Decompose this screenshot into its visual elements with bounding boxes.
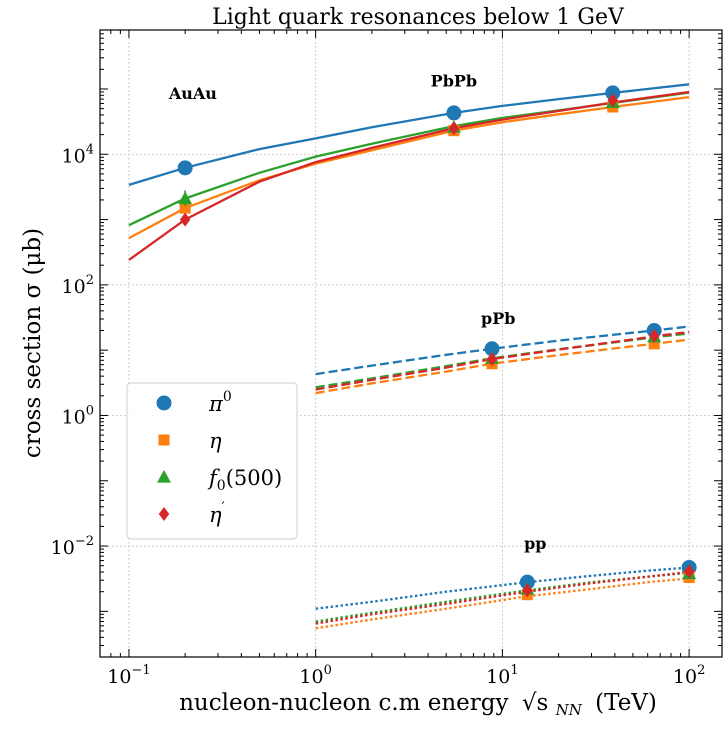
x-axis-label-unit: (TeV): [595, 690, 657, 716]
data-point-series-1: [179, 202, 191, 214]
data-point-series-3: [607, 93, 619, 108]
data-point-series-2: [178, 191, 193, 205]
y-tick-label-exp: −2: [75, 534, 94, 549]
legend-label-0: π0: [208, 389, 232, 416]
legend-label-tail: (500): [226, 466, 282, 490]
legend-label-2: f0(500): [207, 466, 282, 494]
curve-series-0-dashed: [315, 325, 690, 376]
grid: [100, 30, 722, 657]
x-tick-label-exp: 0: [324, 663, 332, 678]
data-point-series-3: [522, 583, 533, 598]
legend-label-3: η′: [209, 500, 225, 527]
x-tick-label-base: 10: [299, 666, 323, 688]
curve-series-3-solid: [128, 90, 690, 261]
y-tick-label: 10−2: [51, 534, 94, 559]
legend-marker-1: [158, 434, 170, 446]
data-point-series-0: [446, 105, 462, 121]
series-markers: [177, 85, 697, 601]
x-tick-label: 101: [486, 663, 518, 688]
x-tick-label-base: 10: [107, 666, 131, 688]
y-tick-label-exp: 0: [86, 403, 94, 418]
group-annotations: AuAu PbPb pPb pp: [168, 71, 547, 553]
legend-label-base: η: [209, 503, 222, 527]
legend-box: [126, 382, 298, 540]
y-tick-label-exp: 2: [86, 273, 94, 288]
data-point-series-0: [484, 341, 500, 357]
y-tick-label: 102: [62, 273, 94, 298]
legend-label-base: π: [208, 392, 224, 416]
curve-series-0-solid: [128, 83, 690, 187]
x-axis-label: nucleon-nucleon c.m energy √s NN (TeV): [179, 690, 657, 721]
data-point-series-0: [177, 160, 193, 176]
chart-title: Light quark resonances below 1 GeV: [212, 5, 625, 30]
y-tick-label: 100: [62, 403, 94, 428]
x-axis-label-sub: NN: [555, 701, 583, 719]
legend-marker-0: [156, 395, 172, 411]
x-tick-label-exp: −1: [131, 663, 150, 678]
y-axis-label: cross section σ (μb): [20, 228, 46, 458]
data-point-series-3: [486, 352, 498, 367]
y-tick-label-base: 10: [62, 145, 86, 167]
curve-series-3-dotted: [315, 570, 690, 625]
legend-marker-3: [158, 507, 170, 521]
data-point-series-3: [683, 564, 695, 579]
data-point-series-0: [605, 85, 621, 101]
x-tick-label-exp: 2: [697, 663, 705, 678]
x-axis-label-symbol: √s: [522, 690, 548, 716]
x-tick-label: 102: [673, 663, 705, 688]
legend-label-sub: 0: [217, 478, 226, 494]
legend-label-base: η: [209, 429, 222, 453]
x-axis-label-text: nucleon-nucleon c.m energy: [179, 690, 508, 716]
legend-label-base: f: [207, 466, 220, 490]
y-tick-label-base: 10: [62, 406, 86, 428]
series-curves: [128, 83, 690, 630]
data-point-series-1: [648, 338, 660, 350]
y-tick-label-base: 10: [62, 276, 86, 298]
annotation-label: pp: [524, 534, 546, 553]
x-tick-label: 100: [299, 663, 331, 688]
plot-area: [100, 30, 722, 657]
data-point-series-3: [448, 121, 460, 136]
annotation-label: AuAu: [168, 84, 217, 103]
y-tick-label-exp: 4: [86, 142, 94, 157]
plot-frame: [99, 29, 723, 658]
x-tick-label-exp: 1: [510, 663, 518, 678]
curve-series-0-dotted: [315, 566, 690, 610]
curve-series-1-dotted: [315, 577, 690, 630]
x-tick-label-base: 10: [486, 666, 510, 688]
legend-label-sup: 0: [223, 389, 232, 405]
x-tick-label: 10−1: [107, 663, 150, 688]
annotation-label: PbPb: [431, 71, 477, 90]
annotation-label: pPb: [481, 309, 515, 328]
data-point-series-3: [179, 212, 191, 227]
legend-label-1: η: [209, 429, 222, 453]
x-tick-label-base: 10: [673, 666, 697, 688]
legend-marker-2: [157, 470, 171, 483]
legend-label-sup: ′: [222, 500, 225, 516]
y-tick-label: 104: [62, 142, 94, 167]
curve-series-1-solid: [128, 95, 690, 240]
data-point-series-3: [648, 328, 660, 343]
y-tick-label-base: 10: [51, 537, 75, 559]
